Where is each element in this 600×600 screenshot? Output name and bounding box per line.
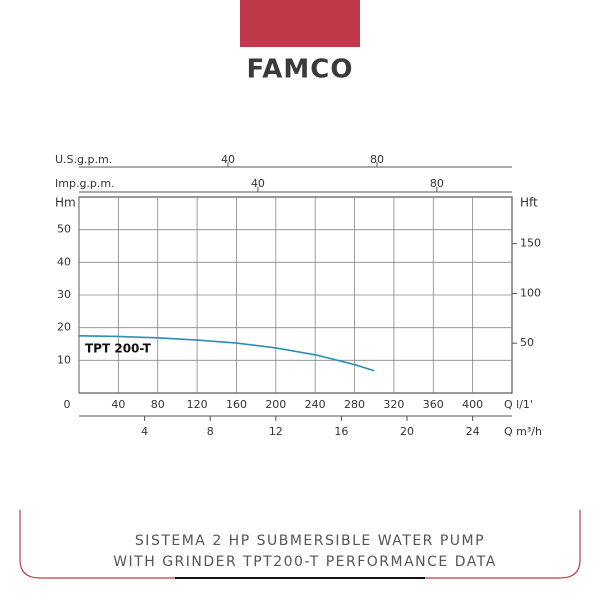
brand-logo: FAMCO [247,55,354,85]
x-tick-label: 80 [151,398,165,411]
y-tick-label: 40 [57,255,71,268]
axis-tick-label: 24 [466,425,480,438]
y-tick-label: 30 [57,288,71,301]
frame [19,510,581,579]
curve [78,335,375,372]
chart: 0 40 80 120 160 200 240 280 320 360 400 10 20 30 40 50 5… [55,153,542,438]
axis-label: Imp.g.p.m. [55,177,115,190]
x-axis-label: Q l/1' [504,398,533,411]
axis-label: U.S.g.p.m. [55,153,112,166]
axis-tick-label: 80 [430,177,444,190]
caption-line: WITH GRINDER TPT200-T PERFORMANCE DATA [113,554,497,570]
y2-tick-label: 100 [520,286,541,299]
x-tick-label: 200 [265,398,286,411]
axis-tick-label: 40 [221,153,235,166]
y-axis-label: Hm [55,196,76,210]
x-tick-label: 360 [423,398,444,411]
y2-tick-label: 50 [520,336,534,349]
header-band [240,0,360,47]
axis-tick-label: 20 [400,425,414,438]
x-tick-label: 0 [64,398,71,411]
x-tick-label: 40 [111,398,125,411]
x-tick-label: 240 [305,398,326,411]
y-tick-label: 10 [57,353,71,366]
axis-tick-label: 8 [207,425,214,438]
x-tick-label: 280 [344,398,365,411]
axis-label: Q m³/h [504,425,542,438]
axis-tick-label: 80 [370,153,384,166]
y-tick-label: 20 [57,321,71,334]
y2-axis-label: Hft [520,196,538,210]
caption-line: SISTEMA 2 HP SUBMERSIBLE WATER PUMP [135,533,485,549]
axis-tick-label: 4 [141,425,148,438]
x-tick-label: 320 [383,398,404,411]
y-tick-label: 50 [57,223,71,236]
axis-tick-label: 12 [269,425,283,438]
x-tick-label: 400 [462,398,483,411]
y2-tick-label: 150 [520,237,541,250]
series-label: TPT 200-T [85,341,152,355]
x-tick-label: 120 [187,398,208,411]
axis-tick-label: 16 [334,425,348,438]
axis-tick-label: 40 [251,177,265,190]
x-tick-label: 160 [226,398,247,411]
